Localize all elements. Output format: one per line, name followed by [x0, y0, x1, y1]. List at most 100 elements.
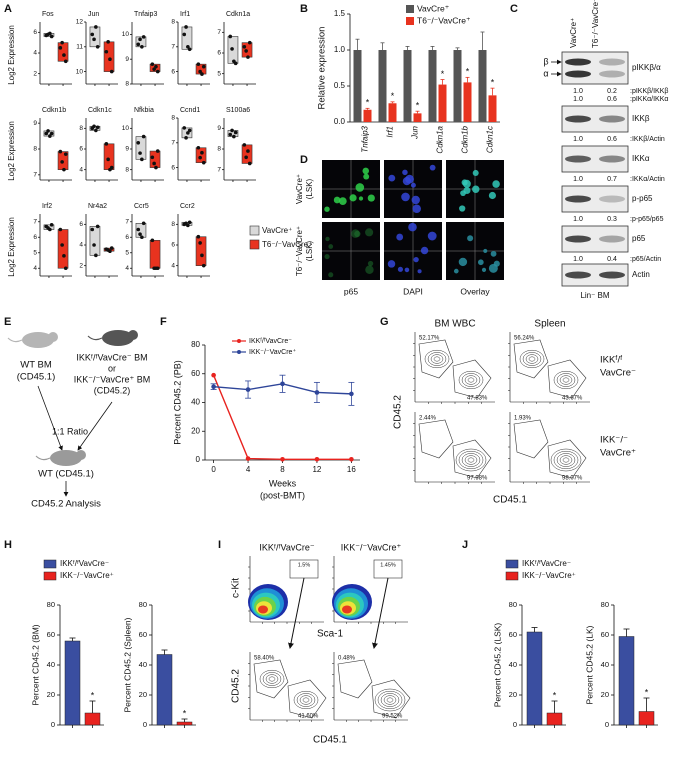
data-point: [92, 124, 96, 129]
panel-title: Jun: [88, 11, 99, 18]
data-point: [184, 25, 188, 29]
box: [135, 136, 147, 160]
data-point: [280, 456, 285, 462]
quant-value: 0.6: [607, 136, 617, 143]
cell: [355, 183, 365, 192]
y-tick-label: 20: [601, 690, 609, 699]
box: [149, 150, 161, 168]
x-tick-label: 0: [211, 465, 216, 474]
legend-label: T6⁻/⁻VavCre⁺: [262, 240, 312, 249]
box: [103, 41, 115, 72]
y-tick-label: 60: [509, 630, 517, 639]
bar: [156, 654, 173, 726]
y-tick-label: 6: [171, 242, 175, 249]
data-point: [280, 381, 285, 387]
row-label: IKKᶠ/ᶠ: [600, 355, 622, 366]
data-point: [48, 134, 52, 138]
quant-value: 1.0: [573, 96, 583, 103]
box: [195, 147, 207, 163]
y-tick-label: 6: [217, 50, 221, 57]
blot-band: [599, 155, 625, 163]
legend-swatch: [249, 239, 260, 250]
cell: [328, 244, 334, 249]
row-label: T6⁻/⁻VavCre⁺: [295, 226, 304, 276]
data-point: [63, 266, 68, 271]
y-tick-label: 4: [79, 242, 83, 249]
legend-swatch: [505, 571, 519, 581]
y-tick-label: 4: [33, 265, 37, 272]
panel-label: C: [510, 3, 518, 15]
data-point: [242, 45, 247, 49]
legend-label: IKKᶠ/ᶠVavCre⁻: [60, 559, 109, 568]
legend-swatch: [505, 559, 519, 569]
gate-percent: 99.52%: [382, 714, 403, 720]
data-point: [90, 227, 95, 232]
cell: [405, 174, 414, 184]
diagram-text: CD45.2 Analysis: [31, 499, 101, 510]
data-point: [95, 224, 100, 229]
bar: [176, 721, 193, 726]
legend-swatch: [406, 17, 414, 25]
contour: [467, 457, 475, 463]
gate: [547, 439, 587, 479]
y-tick-label: 0: [196, 455, 201, 464]
cell: [420, 246, 429, 255]
data-point: [233, 130, 238, 135]
data-point: [155, 149, 160, 153]
x-tick-label: Jun: [411, 125, 420, 139]
data-point: [104, 142, 109, 146]
panel-title: S100a6: [226, 107, 250, 114]
blot-band: [565, 271, 591, 279]
blot-band: [565, 70, 591, 78]
contour: [528, 356, 536, 362]
x-tick-label: 4: [246, 465, 251, 474]
data-point: [246, 55, 250, 59]
data-point: [198, 155, 202, 160]
data-point: [314, 390, 320, 395]
y-tick-label: 6: [171, 68, 175, 75]
quant-value: 1.0: [573, 176, 583, 183]
data-point: [48, 31, 52, 36]
gate-percent: 52.17%: [419, 336, 440, 342]
cell: [325, 236, 330, 242]
gate-arrow: [372, 577, 389, 649]
cell: [365, 265, 374, 274]
y-axis-label: CD45.2: [231, 669, 242, 703]
cell: [349, 194, 357, 202]
y-tick-label: 7: [217, 166, 221, 173]
bar: [413, 113, 422, 122]
data-point: [104, 49, 109, 54]
lane-label: T6⁻/⁻VavCre⁺: [591, 0, 600, 48]
y-tick-label: 60: [139, 630, 147, 639]
data-point: [200, 72, 204, 76]
diagram-text: IKK⁻/⁻VavCre⁺ BM: [74, 374, 151, 384]
data-point: [314, 456, 320, 462]
quant-label: :pIKKβ/IKKβ: [630, 88, 668, 95]
y-tick-label: 8: [171, 221, 175, 228]
data-point: [233, 61, 238, 66]
quant-value: 1.0: [573, 88, 583, 95]
data-point: [136, 141, 141, 145]
x-axis-label: (post-BMT): [260, 490, 305, 500]
significance: *: [466, 67, 470, 77]
contour: [268, 676, 276, 682]
blot-band: [599, 58, 625, 66]
data-point: [108, 249, 112, 253]
cell: [367, 260, 374, 267]
gate-percent: 98.07%: [562, 476, 583, 482]
band-label: β: [543, 56, 548, 66]
significance: *: [441, 69, 445, 79]
bar: [363, 109, 372, 122]
blot-band: [565, 155, 591, 163]
y-tick-label: 8: [171, 19, 175, 26]
significance: *: [491, 78, 495, 88]
data-point: [186, 223, 190, 228]
blot-label: p-p65: [632, 194, 653, 203]
contour: [302, 697, 310, 703]
blot-panel: [561, 263, 629, 287]
contour: [377, 690, 403, 710]
data-point: [94, 253, 98, 258]
data-point: [92, 243, 96, 247]
data-point: [186, 131, 190, 135]
data-point: [200, 253, 204, 258]
